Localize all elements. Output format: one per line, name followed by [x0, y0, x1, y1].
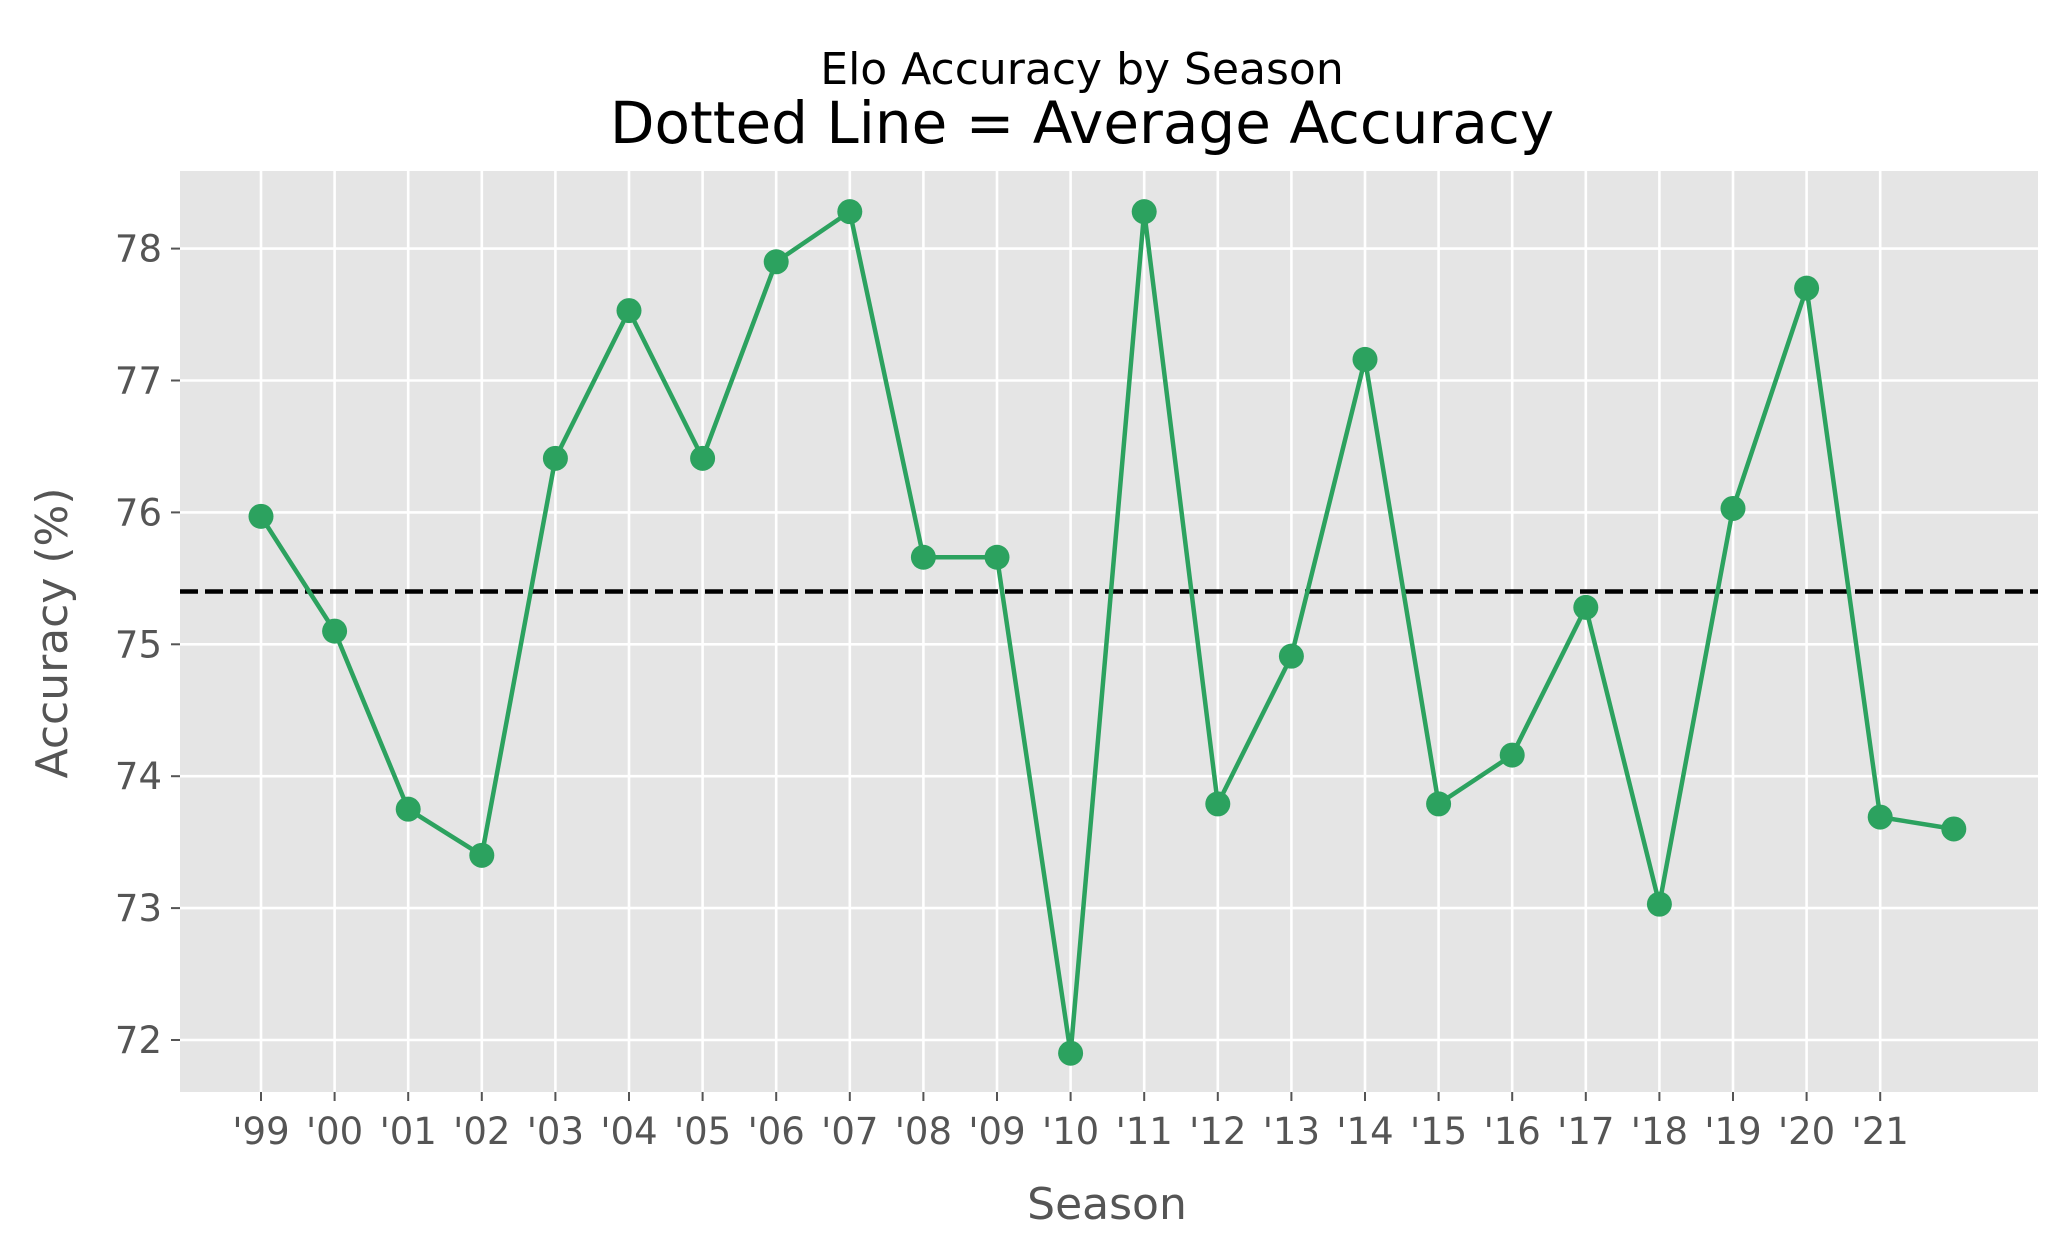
- x-tick-label: '15: [1410, 1110, 1467, 1153]
- data-point: [1499, 742, 1525, 768]
- x-tick-label: '21: [1852, 1110, 1909, 1153]
- x-tick-label: '02: [453, 1110, 510, 1153]
- chart-suptitle: Elo Accuracy by Season: [820, 44, 1343, 95]
- data-point: [984, 544, 1010, 570]
- x-axis-label: Season: [1027, 1179, 1187, 1230]
- series-layer: [248, 199, 1967, 1066]
- x-tick-label: '05: [674, 1110, 731, 1153]
- data-point: [1058, 1040, 1084, 1066]
- x-ticks: '99 '00 '01 '02 '03 '04 '05 '06 '07 '08 '09 '10 '11 '…: [232, 1092, 1909, 1153]
- data-point: [837, 199, 863, 225]
- data-point: [616, 298, 642, 324]
- x-tick-label: '12: [1189, 1110, 1246, 1153]
- x-tick-label: '17: [1557, 1110, 1614, 1153]
- grid-lines: [180, 171, 2038, 1092]
- x-tick-label: '16: [1484, 1110, 1541, 1153]
- data-point: [690, 445, 716, 471]
- x-tick-label: '07: [821, 1110, 878, 1153]
- x-tick-label: '08: [895, 1110, 952, 1153]
- data-point: [1794, 275, 1820, 301]
- data-point: [1720, 495, 1746, 521]
- y-tick-label: 76: [115, 491, 162, 534]
- data-point: [395, 796, 421, 822]
- y-tick-label: 74: [115, 755, 162, 798]
- x-tick-label: '13: [1263, 1110, 1320, 1153]
- data-point: [1352, 346, 1378, 372]
- x-tick-label: '18: [1631, 1110, 1688, 1153]
- x-tick-label: '20: [1778, 1110, 1835, 1153]
- data-point: [322, 618, 348, 644]
- y-ticks: 72 73 74 75 76 77 78: [115, 228, 180, 1062]
- data-point: [1867, 804, 1893, 830]
- data-point: [1646, 891, 1672, 917]
- series-line: [258, 209, 1957, 1056]
- data-point: [248, 503, 274, 529]
- chart-title: Dotted Line = Average Accuracy: [610, 89, 1554, 157]
- y-tick-label: 78: [115, 228, 162, 271]
- data-point: [1573, 594, 1599, 620]
- data-point: [1426, 791, 1452, 817]
- x-tick-label: '04: [600, 1110, 657, 1153]
- y-tick-label: 73: [115, 887, 162, 930]
- y-axis-label: Accuracy (%): [27, 487, 78, 778]
- data-point: [763, 249, 789, 275]
- x-tick-label: '11: [1116, 1110, 1173, 1153]
- x-tick-label: '00: [306, 1110, 363, 1153]
- data-point: [1205, 791, 1231, 817]
- data-point: [1131, 199, 1157, 225]
- x-tick-label: '14: [1336, 1110, 1393, 1153]
- x-tick-label: '19: [1704, 1110, 1761, 1153]
- x-tick-label: '99: [232, 1110, 289, 1153]
- x-tick-label: '01: [380, 1110, 437, 1153]
- x-tick-label: '09: [968, 1110, 1025, 1153]
- y-tick-label: 72: [115, 1019, 162, 1062]
- y-tick-label: 77: [115, 360, 162, 403]
- x-tick-label: '03: [527, 1110, 584, 1153]
- y-tick-label: 75: [115, 623, 162, 666]
- x-tick-label: '06: [748, 1110, 805, 1153]
- data-point: [469, 842, 495, 868]
- data-point: [542, 445, 568, 471]
- data-point: [1941, 816, 1967, 842]
- data-point: [1278, 643, 1304, 669]
- x-tick-label: '10: [1042, 1110, 1099, 1153]
- data-point: [910, 544, 936, 570]
